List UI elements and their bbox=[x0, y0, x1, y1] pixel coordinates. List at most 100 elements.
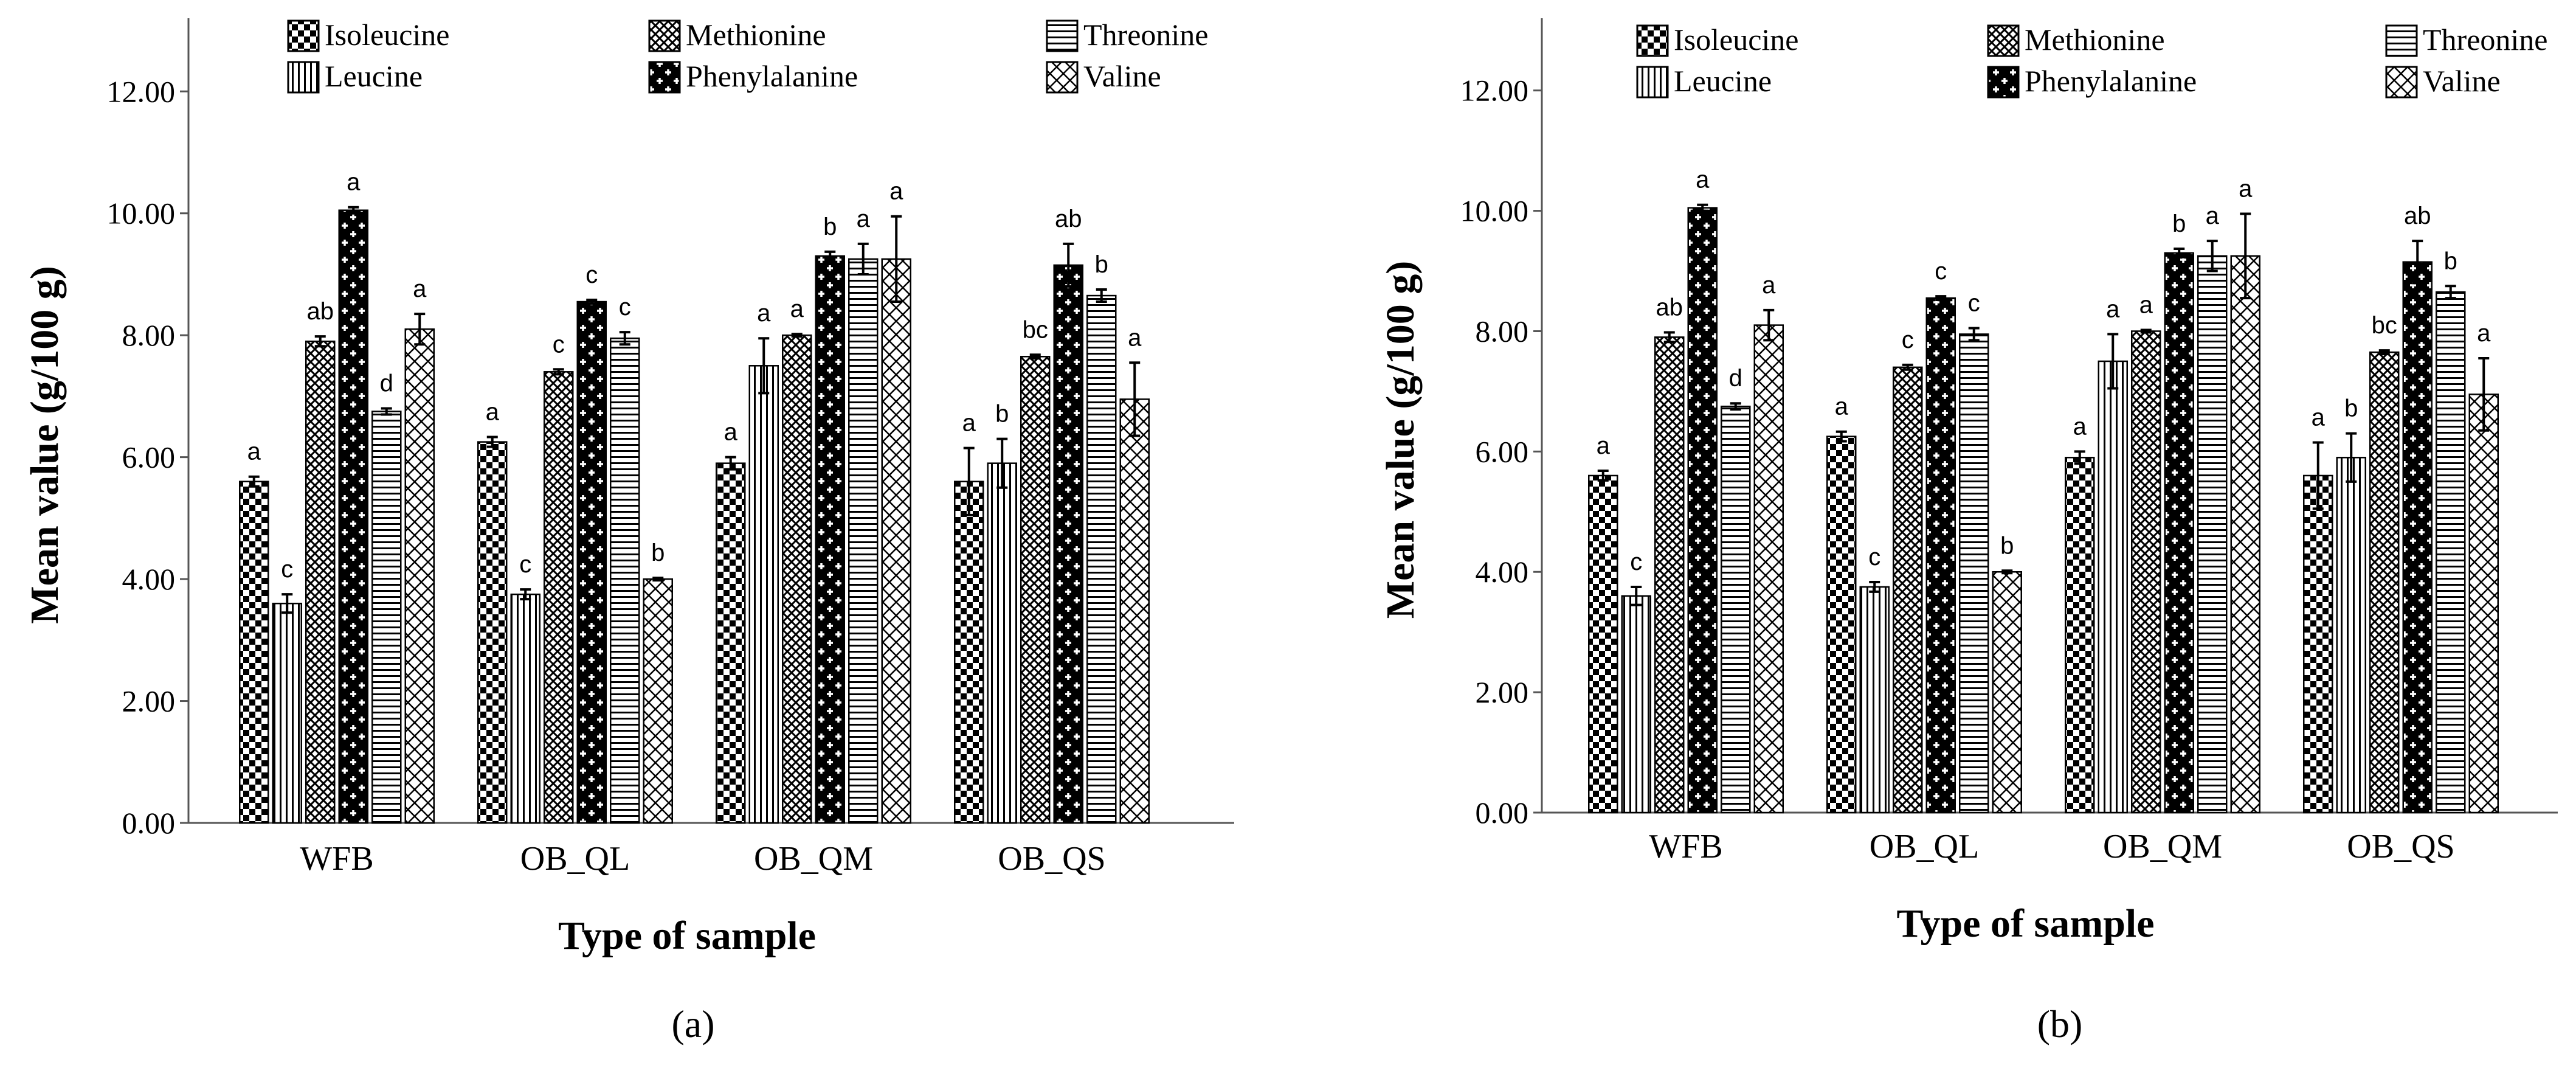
bar-methionine-ob_qm bbox=[2131, 330, 2161, 814]
significance-letter: a bbox=[2139, 292, 2153, 319]
y-tick-label: 2.00 bbox=[122, 684, 176, 718]
legend-swatch bbox=[1046, 61, 1079, 94]
bar-leucine-ob_qm bbox=[2098, 360, 2128, 814]
significance-letter: ab bbox=[1656, 294, 1683, 321]
bar-methionine-ob_ql bbox=[544, 371, 574, 824]
bar-leucine-ob_qm bbox=[748, 365, 779, 824]
bar-valine-ob_ql bbox=[643, 578, 673, 824]
significance-letter: b bbox=[823, 213, 837, 240]
legend-swatch bbox=[287, 61, 320, 94]
significance-letter: a bbox=[486, 399, 500, 426]
bar-threonine-ob_ql bbox=[1959, 333, 1989, 814]
significance-letter: c bbox=[585, 262, 598, 288]
category-label: WFB bbox=[1649, 828, 1722, 866]
legend-label: Leucine bbox=[325, 59, 423, 93]
panel-label: (a) bbox=[671, 1002, 714, 1046]
significance-letter: b bbox=[2000, 532, 2014, 559]
legend-swatch bbox=[1636, 24, 1669, 57]
y-tick-label: 12.00 bbox=[1460, 74, 1529, 108]
significance-letter: a bbox=[1696, 167, 1710, 193]
bar-phenylalanine-ob_qm bbox=[815, 255, 845, 824]
legend-label: Phenylalanine bbox=[2025, 64, 2197, 98]
bar-isoleucine-wfb bbox=[239, 480, 269, 824]
x-axis-label: Type of sample bbox=[1896, 901, 2154, 946]
y-axis-label: Mean value (g/100 g) bbox=[22, 266, 67, 623]
bar-isoleucine-ob_qm bbox=[2065, 457, 2095, 814]
legend-label: Isoleucine bbox=[325, 18, 449, 52]
category-label: OB_QM bbox=[754, 840, 873, 878]
significance-letter: b bbox=[995, 401, 1009, 428]
significance-letter: a bbox=[757, 300, 771, 327]
legend-swatch bbox=[648, 61, 681, 94]
bar-leucine-ob_qs bbox=[2336, 457, 2366, 814]
legend-label: Threonine bbox=[1083, 18, 1208, 52]
bar-phenylalanine-ob_qm bbox=[2164, 252, 2194, 814]
significance-letter: d bbox=[1729, 365, 1742, 392]
legend-swatch bbox=[1636, 66, 1669, 99]
significance-letter: c bbox=[553, 331, 565, 358]
category-label: OB_QL bbox=[520, 840, 630, 878]
significance-letter: c bbox=[1868, 544, 1880, 571]
significance-letter: b bbox=[1095, 251, 1108, 278]
panel-label: (b) bbox=[2037, 1002, 2083, 1046]
significance-letter: a bbox=[2477, 320, 2491, 347]
bar-threonine-wfb bbox=[1721, 405, 1751, 814]
bar-isoleucine-ob_qs bbox=[954, 480, 984, 824]
significance-letter: ab bbox=[1055, 206, 1082, 232]
legend-label: Valine bbox=[2423, 64, 2501, 98]
significance-letter: c bbox=[1902, 327, 1914, 353]
bar-leucine-wfb bbox=[272, 602, 302, 824]
bar-methionine-ob_ql bbox=[1893, 366, 1923, 814]
bar-phenylalanine-ob_ql bbox=[576, 300, 607, 824]
significance-letter: a bbox=[889, 178, 903, 205]
legend-label: Isoleucine bbox=[1674, 23, 1798, 57]
category-label: OB_QL bbox=[1870, 828, 1979, 866]
significance-letter: a bbox=[1762, 272, 1776, 299]
bar-valine-ob_ql bbox=[1992, 571, 2022, 814]
bar-leucine-ob_ql bbox=[510, 593, 540, 824]
y-tick-label: 0.00 bbox=[122, 806, 176, 840]
y-tick-label: 10.00 bbox=[1460, 194, 1529, 228]
significance-letter: c bbox=[1630, 549, 1642, 575]
bar-valine-wfb bbox=[404, 328, 435, 824]
significance-letter: b bbox=[2344, 395, 2358, 422]
bar-threonine-ob_ql bbox=[610, 337, 640, 824]
legend-label: Valine bbox=[1083, 59, 1161, 93]
significance-letter: a bbox=[2239, 176, 2253, 203]
legend-swatch bbox=[648, 19, 681, 52]
category-label: OB_QS bbox=[998, 840, 1105, 878]
bar-valine-ob_qm bbox=[881, 258, 911, 824]
bar-methionine-ob_qs bbox=[1020, 356, 1051, 824]
chart-panel-2: 0.00 2.00 4.00 6.00 8.00 10.00 12.00 Mean value… bbox=[1378, 18, 2558, 1046]
bar-valine-ob_qs bbox=[1119, 398, 1150, 824]
y-tick-label: 8.00 bbox=[122, 318, 176, 352]
significance-letter: a bbox=[962, 410, 976, 437]
legend-swatch bbox=[1987, 24, 2020, 57]
category-label: OB_QS bbox=[2347, 828, 2454, 866]
legend-swatch bbox=[287, 19, 320, 52]
legend-label: Methionine bbox=[686, 18, 826, 52]
significance-letter: bc bbox=[2372, 312, 2397, 339]
bar-leucine-wfb bbox=[1621, 595, 1651, 814]
significance-letter: a bbox=[347, 169, 361, 196]
bar-valine-ob_qs bbox=[2468, 394, 2499, 814]
significance-letter: c bbox=[1935, 258, 1947, 285]
chart-panel-1: 0.00 2.00 4.00 6.00 8.00 10.00 12.00 Mean value… bbox=[22, 18, 1234, 1046]
legend-label: Leucine bbox=[1674, 64, 1772, 98]
significance-letter: ab bbox=[307, 298, 334, 325]
significance-letter: a bbox=[413, 276, 427, 302]
bar-leucine-ob_ql bbox=[1859, 586, 1890, 814]
bar-threonine-wfb bbox=[371, 411, 402, 824]
significance-letter: a bbox=[2106, 296, 2120, 322]
y-tick-label: 10.00 bbox=[107, 196, 176, 231]
significance-letter: bc bbox=[1023, 316, 1048, 343]
significance-letter: a bbox=[247, 439, 261, 465]
significance-letter: c bbox=[1968, 290, 1980, 317]
bar-methionine-ob_qs bbox=[2369, 351, 2400, 814]
legend-swatch bbox=[1987, 66, 2020, 99]
y-tick-label: 6.00 bbox=[1476, 434, 1529, 468]
y-tick-label: 2.00 bbox=[1476, 675, 1529, 709]
significance-letter: a bbox=[1128, 324, 1142, 351]
